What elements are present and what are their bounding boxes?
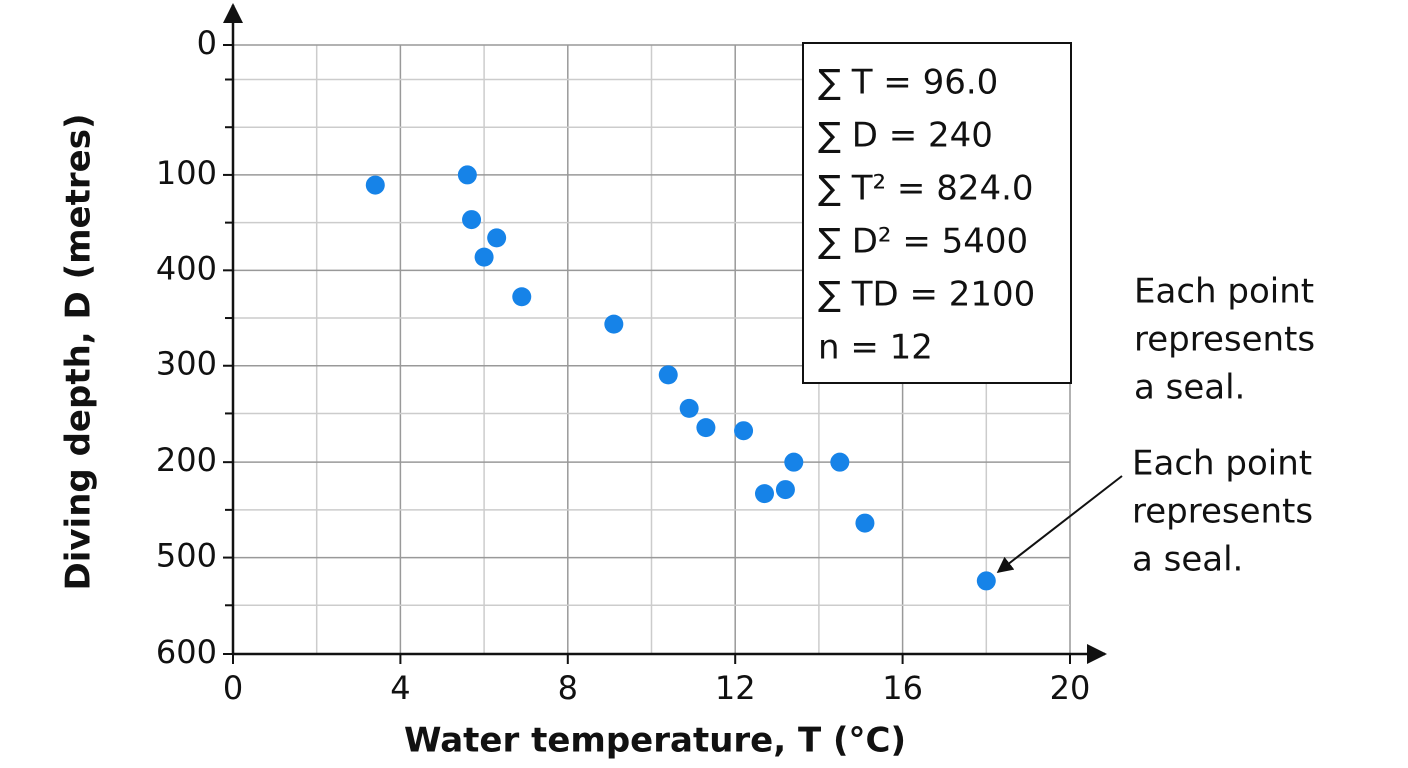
point: [696, 418, 716, 438]
stat-line: ∑ T² = 824.0: [818, 169, 1034, 209]
annotation-arrow: [996, 475, 1123, 573]
point: [679, 398, 699, 418]
point: [487, 228, 507, 248]
point: [604, 314, 624, 334]
note-line: represents: [1134, 320, 1315, 360]
stats-box: [802, 42, 1072, 384]
stat-line: ∑ D² = 5400: [818, 222, 1028, 262]
point: [976, 571, 996, 591]
x-tick-label: 8: [558, 669, 578, 707]
y-tick-label: 0: [197, 24, 217, 62]
point: [855, 513, 875, 533]
y-tick-label: 200: [156, 441, 217, 479]
point: [734, 421, 754, 441]
point: [474, 247, 494, 267]
y-tick-label: 300: [156, 345, 217, 383]
x-tick-label: 20: [1050, 669, 1091, 707]
x-tick-label: 16: [882, 669, 923, 707]
x-tick-label: 0: [223, 669, 243, 707]
point: [365, 175, 385, 195]
y-tick-label: 500: [156, 537, 217, 575]
x-tick-label: 12: [715, 669, 756, 707]
stat-line: ∑ T = 96.0: [818, 63, 998, 103]
stat-line: n = 12: [818, 328, 933, 368]
y-tick-label: 100: [156, 154, 217, 192]
y-tick-label: 400: [156, 249, 217, 287]
point: [784, 452, 804, 472]
point: [658, 365, 678, 385]
stat-line: ∑ D = 240: [818, 116, 993, 156]
x-axis-title: Water temperature, T (°C): [404, 721, 906, 761]
point: [462, 210, 482, 230]
point: [830, 452, 850, 472]
note-line: Each point: [1132, 444, 1312, 484]
note-line: Each point: [1134, 272, 1314, 312]
y-axis-title: Diving depth, D (metres): [59, 114, 99, 591]
point: [775, 480, 795, 500]
note-line: a seal.: [1132, 540, 1243, 580]
point: [754, 484, 774, 504]
stat-line: ∑ TD = 2100: [818, 275, 1035, 315]
y-tick-label: 600: [156, 633, 217, 671]
point: [457, 165, 477, 185]
note-line: a seal.: [1134, 368, 1245, 408]
point: [512, 287, 532, 307]
note-line: represents: [1132, 492, 1313, 532]
x-tick-label: 4: [390, 669, 410, 707]
